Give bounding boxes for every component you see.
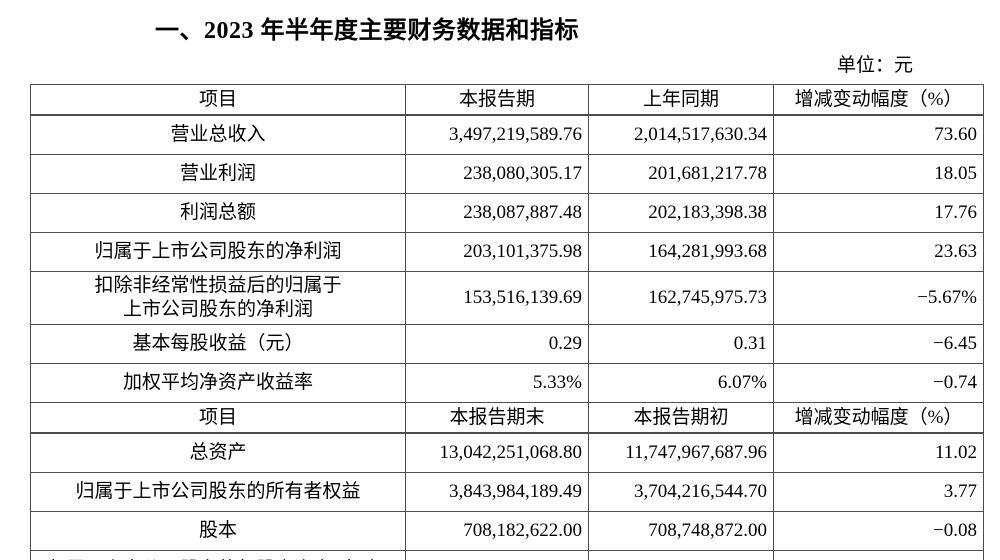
column-header: 本报告期: [405, 84, 589, 116]
value-cell: 153,516,139.69: [405, 271, 589, 325]
value-cell: −6.45: [773, 324, 984, 364]
value-cell: −5.67%: [773, 271, 984, 325]
financial-indicators-table: 项目 本报告期 上年同期 增减变动幅度（%） 营业总收入 3,497,219,589.76…: [30, 84, 984, 560]
table-row: 扣除非经常性损益后的归属于 上市公司股东的净利润 153,516,139.69 16…: [30, 271, 984, 325]
value-cell: 0.31: [588, 324, 774, 364]
table-row: 股本 708,182,622.00 708,748,872.00 −0.08: [30, 511, 984, 551]
value-cell: 3,704,216,544.70: [588, 472, 774, 512]
value-cell: 708,182,622.00: [405, 511, 589, 551]
column-header: 项目: [30, 402, 406, 434]
table-row: 归属于上市公司股东的每股净资产（元）5.465.283.41: [30, 550, 984, 560]
column-header: 本报告期初: [588, 402, 774, 434]
column-header: 增减变动幅度（%）: [773, 84, 984, 116]
value-cell: 6.07%: [588, 363, 774, 403]
value-cell: 3.77: [773, 472, 984, 512]
value-cell: 73.60: [773, 114, 984, 155]
value-cell: −0.74: [773, 363, 984, 403]
column-header: 本报告期末: [405, 402, 589, 434]
unit-label: 单位：元: [836, 55, 913, 76]
value-cell: 203,101,375.98: [405, 232, 589, 272]
row-label-cell: 加权平均净资产收益率: [30, 363, 406, 403]
value-cell: 5.28: [588, 550, 774, 560]
value-cell: 2,014,517,630.34: [588, 114, 774, 155]
value-cell: 238,080,305.17: [405, 154, 589, 194]
value-cell: 11,747,967,687.96: [588, 432, 774, 473]
table-row: 利润总额 238,087,887.48 202,183,398.38 17.76: [30, 193, 984, 233]
value-cell: 202,183,398.38: [588, 193, 774, 233]
row-label-cell: 营业总收入: [30, 114, 406, 155]
value-cell: 3.41: [773, 550, 984, 560]
table-row: 归属于上市公司股东的所有者权益 3,843,984,189.49 3,704,216…: [30, 472, 984, 512]
table-row: 总资产 13,042,251,068.80 11,747,967,687.96 11.…: [30, 432, 984, 473]
column-header: 增减变动幅度（%）: [773, 402, 984, 434]
value-cell: 5.33%: [405, 363, 589, 403]
row-label-cell: 股本: [30, 511, 406, 551]
value-cell: −0.08: [773, 511, 984, 551]
value-cell: 18.05: [773, 154, 984, 194]
value-cell: 5.46: [405, 550, 589, 560]
value-cell: 708,748,872.00: [588, 511, 774, 551]
row-label-cell: 利润总额: [30, 193, 406, 233]
table-row: 加权平均净资产收益率 5.33% 6.07% −0.74: [30, 363, 984, 403]
table-row: 营业利润 238,080,305.17 201,681,217.78 18.05: [30, 154, 984, 194]
row-label-cell: 归属于上市公司股东的每股净资产（元）: [30, 550, 406, 560]
table-row: 归属于上市公司股东的净利润 203,101,375.98 164,281,993.6…: [30, 232, 984, 272]
value-cell: 11.02: [773, 432, 984, 473]
table-header-row: 项目 本报告期 上年同期 增减变动幅度（%）: [30, 84, 984, 116]
table-row: 营业总收入 3,497,219,589.76 2,014,517,630.34 73.…: [30, 114, 984, 155]
value-cell: 162,745,975.73: [588, 271, 774, 325]
value-cell: 3,843,984,189.49: [405, 472, 589, 512]
value-cell: 0.29: [405, 324, 589, 364]
table-header-row: 项目 本报告期末 本报告期初 增减变动幅度（%）: [30, 402, 984, 434]
value-cell: 164,281,993.68: [588, 232, 774, 272]
row-label-cell: 营业利润: [30, 154, 406, 194]
value-cell: 23.63: [773, 232, 984, 272]
row-label-cell: 扣除非经常性损益后的归属于 上市公司股东的净利润: [30, 271, 406, 325]
row-label-cell: 基本每股收益（元）: [30, 324, 406, 364]
value-cell: 201,681,217.78: [588, 154, 774, 194]
row-label-cell: 归属于上市公司股东的净利润: [30, 232, 406, 272]
value-cell: 3,497,219,589.76: [405, 114, 589, 155]
column-header: 上年同期: [588, 84, 774, 116]
value-cell: 17.76: [773, 193, 984, 233]
table-row: 基本每股收益（元） 0.29 0.31 −6.45: [30, 324, 984, 364]
row-label-cell: 总资产: [30, 432, 406, 473]
column-header: 项目: [30, 84, 406, 116]
row-label-cell: 归属于上市公司股东的所有者权益: [30, 472, 406, 512]
value-cell: 13,042,251,068.80: [405, 432, 589, 473]
page-title: 一、2023 年半年度主要财务数据和指标: [155, 18, 579, 44]
value-cell: 238,087,887.48: [405, 193, 589, 233]
